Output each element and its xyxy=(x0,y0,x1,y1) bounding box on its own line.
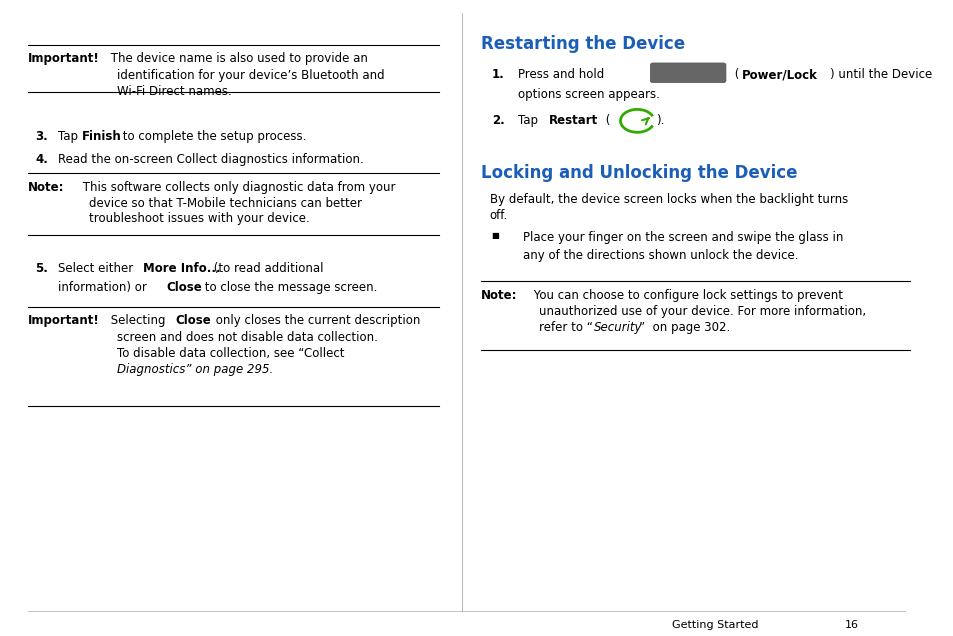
Text: troubleshoot issues with your device.: troubleshoot issues with your device. xyxy=(89,212,309,225)
FancyBboxPatch shape xyxy=(650,63,725,83)
Text: 16: 16 xyxy=(843,620,858,630)
Text: off.: off. xyxy=(489,209,508,221)
Text: ■: ■ xyxy=(491,231,499,240)
Text: Selecting: Selecting xyxy=(107,314,170,327)
Text: To disable data collection, see “Collect: To disable data collection, see “Collect xyxy=(116,347,344,359)
Text: device so that T-Mobile technicians can better: device so that T-Mobile technicians can … xyxy=(89,197,361,209)
Text: Restarting the Device: Restarting the Device xyxy=(480,35,684,53)
Text: The device name is also used to provide an: The device name is also used to provide … xyxy=(107,52,368,65)
Text: to close the message screen.: to close the message screen. xyxy=(200,281,376,294)
Text: Place your finger on the screen and swipe the glass in: Place your finger on the screen and swip… xyxy=(522,231,842,244)
Text: screen and does not disable data collection.: screen and does not disable data collect… xyxy=(116,331,377,343)
Text: 4.: 4. xyxy=(35,153,49,165)
Text: only closes the current description: only closes the current description xyxy=(212,314,419,327)
Text: Tap: Tap xyxy=(517,114,541,127)
Text: Locking and Unlocking the Device: Locking and Unlocking the Device xyxy=(480,164,796,182)
Text: Finish: Finish xyxy=(82,130,122,143)
Text: ).: ). xyxy=(656,114,663,127)
Text: Power/Lock: Power/Lock xyxy=(741,68,817,81)
Text: refer to “: refer to “ xyxy=(538,321,593,333)
Text: You can choose to configure lock settings to prevent: You can choose to configure lock setting… xyxy=(530,289,842,301)
Text: 5.: 5. xyxy=(35,262,49,275)
Text: information) or: information) or xyxy=(58,281,151,294)
Text: any of the directions shown unlock the device.: any of the directions shown unlock the d… xyxy=(522,249,798,261)
Text: Important!: Important! xyxy=(28,52,100,65)
Text: ) until the Device: ) until the Device xyxy=(829,68,932,81)
Text: (: ( xyxy=(601,114,614,127)
Text: to complete the setup process.: to complete the setup process. xyxy=(119,130,307,143)
Text: 2.: 2. xyxy=(491,114,504,127)
Text: Note:: Note: xyxy=(480,289,517,301)
Text: Tap: Tap xyxy=(58,130,82,143)
Text: Getting Started: Getting Started xyxy=(671,620,758,630)
Text: 3.: 3. xyxy=(35,130,49,143)
Text: By default, the device screen locks when the backlight turns: By default, the device screen locks when… xyxy=(489,193,847,205)
Text: (to read additional: (to read additional xyxy=(210,262,323,275)
Text: More Info...: More Info... xyxy=(143,262,220,275)
Text: Press and hold: Press and hold xyxy=(517,68,607,81)
Text: Important!: Important! xyxy=(28,314,100,327)
Text: Note:: Note: xyxy=(28,181,65,193)
Text: Read the on-screen Collect diagnostics information.: Read the on-screen Collect diagnostics i… xyxy=(58,153,363,165)
Text: This software collects only diagnostic data from your: This software collects only diagnostic d… xyxy=(79,181,395,193)
Text: options screen appears.: options screen appears. xyxy=(517,88,659,101)
Text: (: ( xyxy=(730,68,739,81)
Text: ”  on page 302.: ” on page 302. xyxy=(639,321,730,333)
Text: unauthorized use of your device. For more information,: unauthorized use of your device. For mor… xyxy=(538,305,865,317)
Text: identification for your device’s Bluetooth and: identification for your device’s Bluetoo… xyxy=(116,69,384,81)
Text: Wi-Fi Direct names.: Wi-Fi Direct names. xyxy=(116,85,232,97)
Text: Close: Close xyxy=(166,281,202,294)
Text: 1.: 1. xyxy=(491,68,504,81)
Text: Select either: Select either xyxy=(58,262,136,275)
Text: Restart: Restart xyxy=(548,114,598,127)
Text: Security: Security xyxy=(594,321,642,333)
Text: Close: Close xyxy=(175,314,211,327)
Text: Diagnostics” on page 295.: Diagnostics” on page 295. xyxy=(116,363,273,375)
